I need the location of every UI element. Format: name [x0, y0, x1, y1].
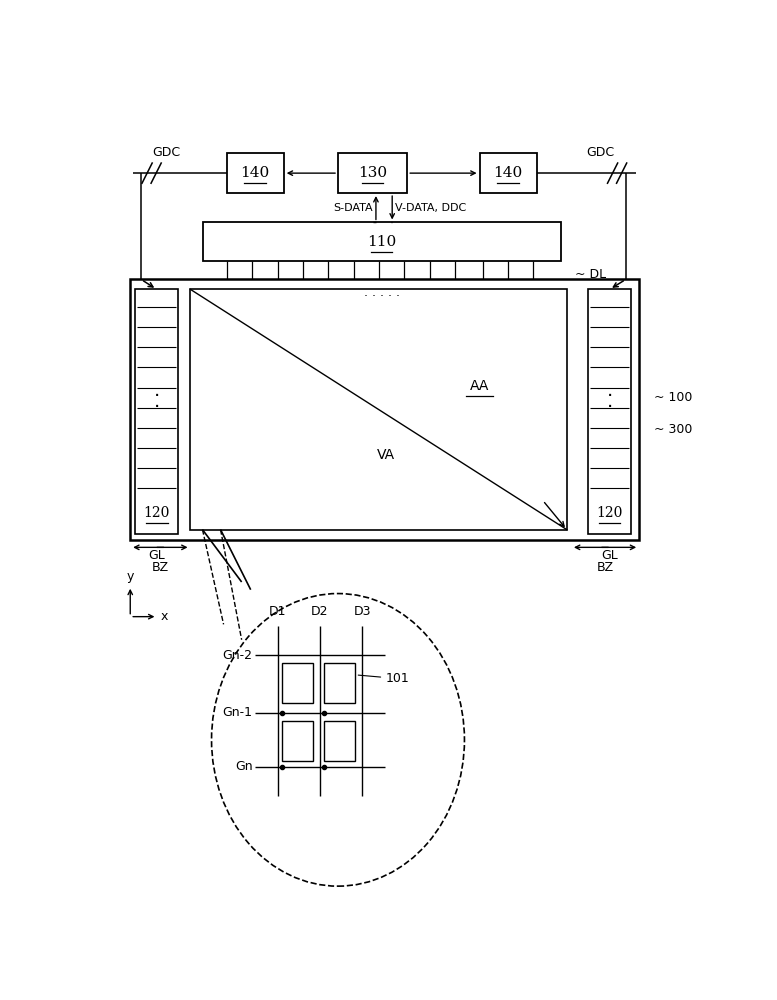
- Text: ~ 300: ~ 300: [654, 423, 692, 436]
- FancyBboxPatch shape: [131, 279, 639, 540]
- Text: 101: 101: [358, 672, 410, 685]
- FancyBboxPatch shape: [324, 663, 355, 703]
- Text: GL: GL: [601, 549, 618, 562]
- Text: BZ: BZ: [597, 561, 614, 574]
- Text: . . . . .: . . . . .: [364, 286, 399, 299]
- Text: S-DATA: S-DATA: [333, 203, 373, 213]
- Text: Gn: Gn: [235, 760, 253, 773]
- Text: V-DATA, DDC: V-DATA, DDC: [395, 203, 466, 213]
- Text: 120: 120: [144, 506, 170, 520]
- FancyBboxPatch shape: [282, 721, 313, 761]
- FancyBboxPatch shape: [190, 289, 567, 530]
- Text: GL: GL: [148, 549, 166, 562]
- Text: D1: D1: [269, 605, 287, 618]
- FancyBboxPatch shape: [203, 222, 561, 261]
- FancyBboxPatch shape: [135, 289, 179, 534]
- Text: Gn-1: Gn-1: [222, 706, 253, 719]
- Text: ~ DL: ~ DL: [575, 267, 606, 280]
- Text: 140: 140: [241, 166, 270, 180]
- FancyBboxPatch shape: [479, 153, 537, 193]
- Text: 130: 130: [358, 166, 387, 180]
- FancyBboxPatch shape: [338, 153, 407, 193]
- Text: D3: D3: [354, 605, 371, 618]
- Text: 120: 120: [597, 506, 622, 520]
- FancyBboxPatch shape: [588, 289, 631, 534]
- Text: AA: AA: [470, 379, 490, 393]
- Text: VA: VA: [377, 448, 395, 462]
- Text: D2: D2: [311, 605, 329, 618]
- Text: Gn-2: Gn-2: [222, 649, 253, 662]
- Text: GDC: GDC: [152, 146, 180, 159]
- Text: GDC: GDC: [586, 146, 614, 159]
- FancyBboxPatch shape: [282, 663, 313, 703]
- FancyBboxPatch shape: [227, 153, 284, 193]
- Text: ·: ·: [607, 398, 613, 417]
- Text: ·: ·: [607, 387, 613, 406]
- Text: y: y: [127, 570, 134, 583]
- Text: ·: ·: [154, 387, 160, 406]
- Text: ·: ·: [154, 398, 160, 417]
- Text: 140: 140: [493, 166, 523, 180]
- FancyBboxPatch shape: [324, 721, 355, 761]
- Text: ~ 100: ~ 100: [654, 391, 692, 404]
- Text: x: x: [160, 610, 168, 623]
- Text: BZ: BZ: [152, 561, 169, 574]
- Text: 110: 110: [367, 235, 396, 249]
